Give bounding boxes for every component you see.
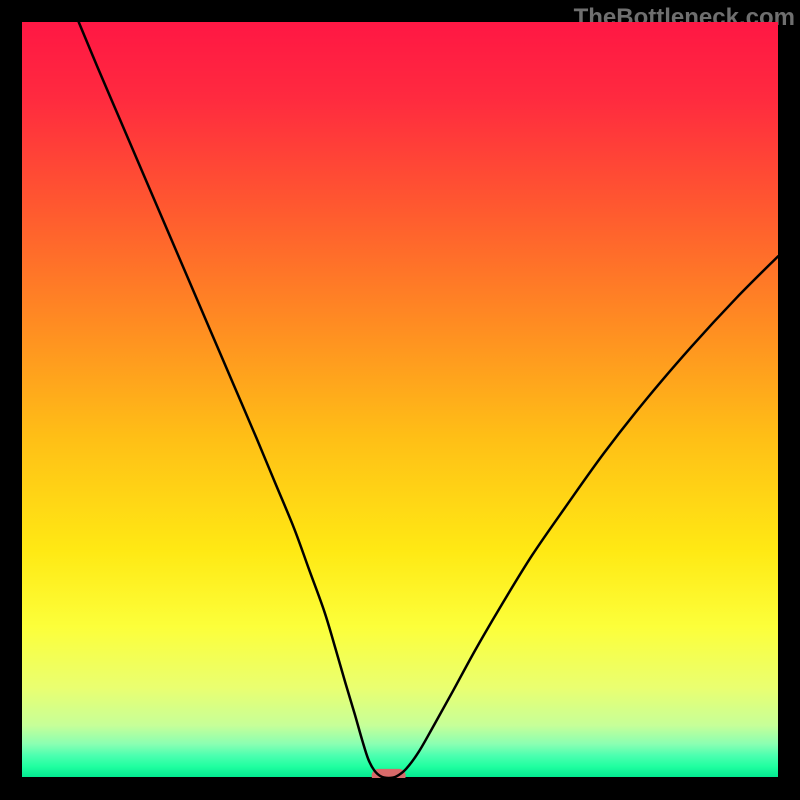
- chart-container: TheBottleneck.com: [0, 0, 800, 800]
- gradient-background: [22, 22, 778, 778]
- plot-area: [22, 22, 778, 778]
